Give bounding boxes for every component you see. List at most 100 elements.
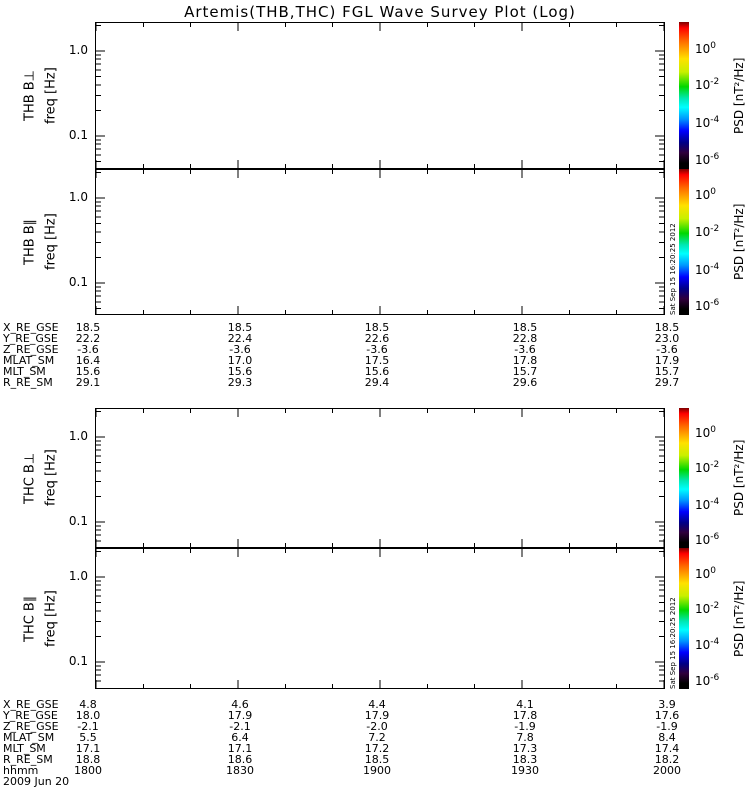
y-tick-label: 1.0: [68, 429, 88, 443]
psd-tick-label: 100: [695, 566, 717, 581]
ephemeris-value: 2000: [653, 764, 681, 777]
ephemeris-value: 17.9: [227, 709, 253, 722]
psd-tick-label: 100: [695, 187, 717, 202]
ephemeris-value: 4.6: [231, 698, 249, 711]
psd-tick-label: 10-2: [695, 77, 720, 92]
render-timestamp: Sat Sep 15 16:20:25 2012: [669, 597, 677, 689]
psd-tick-label: 10-6: [695, 673, 720, 688]
ephemeris-row-label: Y_RE_GSE: [3, 709, 58, 722]
ephemeris-value: 16.4: [75, 354, 101, 367]
ephemeris-value: 8.4: [658, 731, 676, 744]
ephemeris-value: 6.4: [231, 731, 249, 744]
ephemeris-value: 18.2: [654, 753, 680, 766]
psd-axis-label: PSD [nT²/Hz]: [732, 57, 746, 134]
ephemeris-value: 15.7: [512, 365, 538, 378]
render-timestamp: Sat Sep 15 16:20:25 2012: [669, 223, 677, 315]
ephemeris-value: 29.7: [654, 376, 680, 389]
spectrogram-panel: [95, 548, 665, 689]
ephemeris-row-label: MLT_SM: [3, 365, 46, 378]
ephemeris-value: 17.9: [654, 354, 680, 367]
ephemeris-value: -2.1: [77, 720, 99, 733]
ephemeris-row-label: R_RE_SM: [3, 753, 53, 766]
ephemeris-value: 29.4: [364, 376, 390, 389]
colorbar: [679, 169, 689, 315]
ephemeris-value: 17.3: [512, 742, 538, 755]
ephemeris-value: 17.1: [227, 742, 253, 755]
ephemeris-value: 18.5: [512, 321, 538, 334]
colorbar: [679, 548, 689, 689]
ephemeris-value: 15.6: [75, 365, 101, 378]
ephemeris-value: 29.6: [512, 376, 538, 389]
ephemeris-value: 17.9: [364, 709, 390, 722]
ephemeris-value: -3.6: [229, 343, 251, 356]
ephemeris-value: 18.5: [364, 321, 390, 334]
ephemeris-row-label: R_RE_SM: [3, 376, 53, 389]
ephemeris-value: 18.8: [75, 753, 101, 766]
ephemeris-value: 15.6: [227, 365, 253, 378]
plot-title: Artemis(THB,THC) FGL Wave Survey Plot (L…: [184, 3, 576, 21]
psd-tick-label: 10-4: [695, 262, 720, 277]
ephemeris-value: -3.6: [366, 343, 388, 356]
y-axis-label: THC B∥: [22, 595, 38, 642]
ephemeris-value: 7.2: [368, 731, 386, 744]
colorbar-labels: 100 10-2 10-4 10-6: [695, 169, 741, 315]
spectrogram-panel: [95, 169, 665, 315]
ephemeris-value: 17.8: [512, 354, 538, 367]
ephemeris-row-label: MLT_SM: [3, 742, 46, 755]
y-tick-label: 0.1: [68, 514, 88, 528]
psd-axis-label: PSD [nT²/Hz]: [732, 439, 746, 517]
psd-tick-label: 10-4: [695, 497, 720, 512]
ephemeris-row-label: Z_RE_GSE: [3, 720, 59, 733]
ephemeris-row-label: Z_RE_GSE: [3, 343, 59, 356]
ephemeris-value: 1900: [363, 764, 391, 777]
psd-tick-label: 10-4: [695, 637, 720, 652]
ephemeris-value: 1800: [74, 764, 102, 777]
y-tick-label: 1.0: [68, 43, 88, 57]
ephemeris-value: 29.1: [75, 376, 101, 389]
ephemeris-row-label: Y_RE_GSE: [3, 332, 58, 345]
ephemeris-value: 5.5: [79, 731, 97, 744]
ephemeris-value: 17.2: [364, 742, 390, 755]
ephemeris-value: 17.4: [654, 742, 680, 755]
y-tick-label: 1.0: [68, 569, 88, 583]
ephemeris-value: 18.3: [512, 753, 538, 766]
colorbar: [679, 22, 689, 169]
ephemeris-value: 18.5: [654, 321, 680, 334]
ephemeris-value: 29.3: [227, 376, 253, 389]
y-axis-label: THC B⊥: [22, 452, 38, 504]
ephemeris-value: 18.5: [364, 753, 390, 766]
psd-tick-label: 10-4: [695, 115, 720, 130]
ephemeris-value: -2.1: [229, 720, 251, 733]
ephemeris-value: 18.0: [75, 709, 101, 722]
psd-axis-label: PSD [nT²/Hz]: [732, 580, 746, 657]
ephemeris-value: 4.1: [516, 698, 534, 711]
ephemeris-value: 7.8: [516, 731, 534, 744]
ephemeris-value: 15.7: [654, 365, 680, 378]
ephemeris-value: 22.6: [364, 332, 390, 345]
y-tick-label: 0.1: [68, 128, 88, 142]
ephemeris-value: 17.5: [364, 354, 390, 367]
colorbar: [679, 408, 689, 548]
ephemeris-value: 15.6: [364, 365, 390, 378]
ephemeris-value: -3.6: [514, 343, 536, 356]
ephemeris-row-label: hhmm: [3, 764, 39, 777]
ephemeris-value: 18.5: [75, 321, 101, 334]
y-axis-label: THB B⊥: [22, 70, 38, 122]
ephemeris-value: 18.6: [227, 753, 253, 766]
date-label: 2009 Jun 20: [3, 775, 70, 788]
spectrogram-panel: [95, 408, 665, 548]
y-tick-label: 0.1: [68, 275, 88, 289]
ephemeris-value: 17.8: [512, 709, 538, 722]
ephemeris-value: 22.2: [75, 332, 101, 345]
ephemeris-value: 17.1: [75, 742, 101, 755]
ephemeris-row-label: X_RE_GSE: [3, 321, 59, 334]
psd-tick-label: 100: [695, 425, 717, 440]
psd-tick-label: 10-2: [695, 601, 720, 616]
ephemeris-value: 4.8: [79, 698, 97, 711]
ephemeris-value: -2.0: [366, 720, 388, 733]
ephemeris-value: 3.9: [658, 698, 676, 711]
ephemeris-value: 23.0: [654, 332, 680, 345]
psd-tick-label: 10-6: [695, 152, 720, 167]
ephemeris-value: 1830: [226, 764, 254, 777]
